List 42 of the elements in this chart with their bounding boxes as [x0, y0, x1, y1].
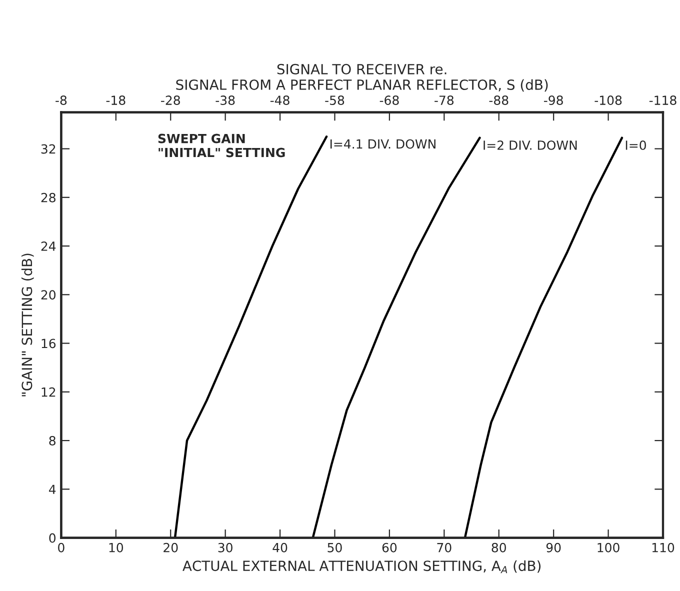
x2-tick-label: -108	[594, 96, 622, 106]
x2-tick-label: -58	[325, 96, 344, 106]
y-tick-label: 32	[41, 144, 56, 154]
x2-tick-label: -98	[544, 96, 563, 106]
series-label: I=0	[626, 140, 646, 150]
x2-tick-label: -118	[649, 96, 676, 106]
x2-tick-label: -18	[106, 96, 126, 106]
x-tick-label: 20	[164, 542, 178, 552]
x2-axis-title: SIGNAL TO RECEIVER re. SIGNAL FROM A PERFECT PLANAR REFLECTOR, S (dB)	[176, 64, 548, 92]
x2-tick-label: -78	[434, 96, 454, 106]
y-tick-label: 28	[41, 192, 56, 202]
line-series	[312, 136, 481, 538]
x-tick-label: 60	[382, 542, 397, 552]
x-tick-label: 40	[272, 542, 288, 552]
series-label: I=2 DIV. DOWN	[484, 140, 577, 150]
x2-tick-label: -28	[161, 96, 180, 106]
y-tick-label: 24	[41, 241, 56, 251]
annotation: SWEPT GAIN "INITIAL" SETTING	[158, 134, 285, 158]
y-tick-label: 4	[48, 484, 56, 494]
x2-tick-label: -68	[380, 96, 399, 106]
x2-tick-label: -88	[489, 96, 508, 106]
y-tick-label: 0	[49, 533, 56, 543]
x-tick-label: 110	[652, 542, 674, 552]
y-tick-label: 8	[49, 436, 56, 446]
line-series	[464, 136, 624, 538]
y-tick-label: 12	[42, 387, 56, 397]
x-tick-label: 90	[546, 542, 561, 552]
series-label: I=4.1 DIV. DOWN	[330, 139, 436, 149]
x2-tick-label: -8	[56, 96, 67, 106]
y-axis-title: "GAIN" SETTING (dB)	[21, 254, 34, 396]
x-tick-label: 100	[598, 542, 620, 552]
y-tick-label: 16	[42, 338, 56, 348]
x-axis-title: ACTUAL EXTERNAL ATTENUATION SETTING, A$_{A}$ (dB)	[182, 560, 541, 574]
x2-tick-label: -48	[270, 96, 290, 106]
y-tick-label: 20	[41, 290, 56, 300]
x-tick-label: 10	[109, 542, 124, 552]
x-tick-label: 70	[437, 542, 452, 552]
x-tick-label: 30	[218, 542, 232, 552]
x-tick-label: 80	[492, 542, 506, 552]
x2-tick-label: -38	[216, 96, 235, 106]
x-tick-label: 0	[58, 542, 64, 552]
x-tick-label: 50	[328, 542, 342, 552]
